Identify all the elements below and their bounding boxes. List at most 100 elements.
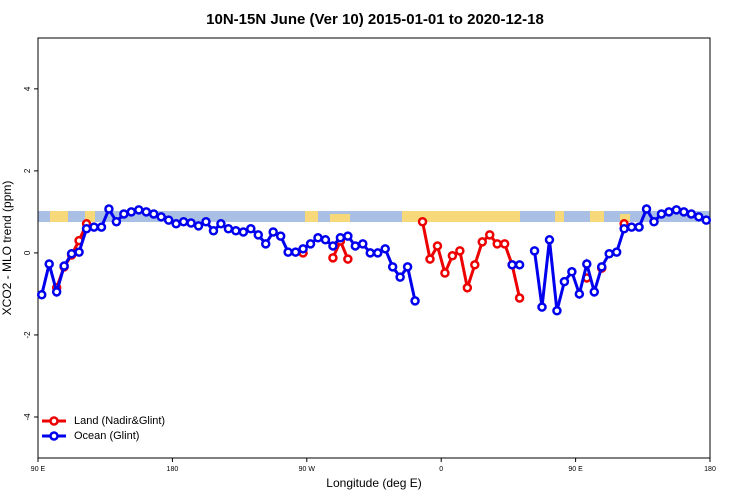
data-point xyxy=(559,276,570,287)
data-point xyxy=(432,241,443,251)
data-point xyxy=(425,254,435,264)
data-point xyxy=(410,296,420,306)
data-point xyxy=(552,306,562,316)
data-point xyxy=(81,223,92,234)
data-point xyxy=(328,241,338,251)
data-point xyxy=(350,241,361,251)
data-point xyxy=(656,209,667,219)
plot-frame xyxy=(37,37,711,459)
data-point xyxy=(59,261,69,271)
data-point xyxy=(305,239,316,249)
data-point xyxy=(604,248,614,259)
data-point xyxy=(492,239,502,249)
data-point xyxy=(477,237,488,247)
data-point xyxy=(387,262,398,272)
data-point xyxy=(208,226,219,236)
data-point xyxy=(567,267,577,277)
data-point xyxy=(694,212,704,222)
data-point xyxy=(589,287,600,297)
data-point xyxy=(649,217,659,227)
data-point xyxy=(201,217,211,227)
legend-label: Land (Nadir&Glint) xyxy=(74,415,165,427)
data-point xyxy=(193,221,204,231)
legend-marker xyxy=(49,416,59,426)
y-tick-label: -4 xyxy=(23,413,32,421)
x-tick-label: 90 E xyxy=(568,466,583,473)
x-tick-label: 90 W xyxy=(299,466,316,473)
series-line xyxy=(40,205,707,312)
data-point xyxy=(514,293,525,303)
data-point xyxy=(186,218,196,228)
data-point xyxy=(544,235,555,245)
data-point xyxy=(529,246,540,256)
data-point xyxy=(365,248,376,258)
data-point xyxy=(484,230,495,240)
chart-title: 10N-15N June (Ver 10) 2015-01-01 to 2020… xyxy=(206,11,544,28)
data-point xyxy=(260,239,271,249)
y-tick-label: 2 xyxy=(23,168,32,173)
data-point xyxy=(679,207,689,217)
land-mask-band xyxy=(38,211,710,222)
data-point xyxy=(119,209,129,219)
data-point xyxy=(216,219,226,229)
legend-marker xyxy=(49,431,59,441)
data-point xyxy=(634,222,644,232)
data-point xyxy=(126,207,137,217)
data-point xyxy=(372,248,383,258)
data-point xyxy=(343,231,353,241)
data-point xyxy=(74,247,84,257)
data-point xyxy=(619,223,629,234)
y-tick-label: 0 xyxy=(23,250,32,255)
data-point xyxy=(89,222,99,232)
data-point xyxy=(447,251,458,261)
data-point xyxy=(470,260,480,270)
data-point xyxy=(507,260,517,270)
data-point xyxy=(298,244,308,254)
data-point xyxy=(499,239,510,249)
data-point xyxy=(686,209,697,219)
legend-label: Ocean (Glint) xyxy=(74,430,139,442)
data-point xyxy=(417,217,428,227)
data-point xyxy=(223,223,234,234)
data-point xyxy=(163,215,174,225)
data-point xyxy=(246,223,256,234)
data-point xyxy=(36,290,47,300)
data-point xyxy=(134,205,144,215)
data-point xyxy=(328,253,338,263)
data-point xyxy=(582,259,592,269)
data-point xyxy=(96,222,107,232)
data-point xyxy=(574,289,585,299)
data-point xyxy=(290,247,301,257)
data-point xyxy=(253,230,264,240)
x-tick-label: 180 xyxy=(167,466,179,473)
data-point xyxy=(44,259,54,269)
data-point xyxy=(231,226,241,236)
data-point xyxy=(111,217,122,227)
data-point xyxy=(51,287,62,297)
data-point xyxy=(283,247,293,257)
data-point xyxy=(275,231,286,241)
data-point xyxy=(395,272,405,282)
data-point xyxy=(664,207,674,217)
data-point xyxy=(611,247,622,257)
data-point xyxy=(238,227,249,237)
data-point xyxy=(380,244,390,254)
data-point xyxy=(462,283,473,293)
x-tick-label: 180 xyxy=(704,466,716,473)
data-point xyxy=(701,215,712,225)
data-point xyxy=(313,232,323,243)
y-tick-label: -2 xyxy=(23,331,32,339)
x-axis-label: Longitude (deg E) xyxy=(326,476,421,490)
data-point xyxy=(537,302,547,312)
data-point xyxy=(671,205,682,215)
data-point xyxy=(514,260,525,270)
data-point xyxy=(268,227,278,237)
data-point xyxy=(358,239,368,249)
data-point xyxy=(343,254,353,264)
data-point xyxy=(178,217,189,227)
data-point xyxy=(148,209,159,219)
x-tick-label: 0 xyxy=(439,466,443,473)
data-point xyxy=(596,262,607,272)
data-point xyxy=(171,219,181,229)
